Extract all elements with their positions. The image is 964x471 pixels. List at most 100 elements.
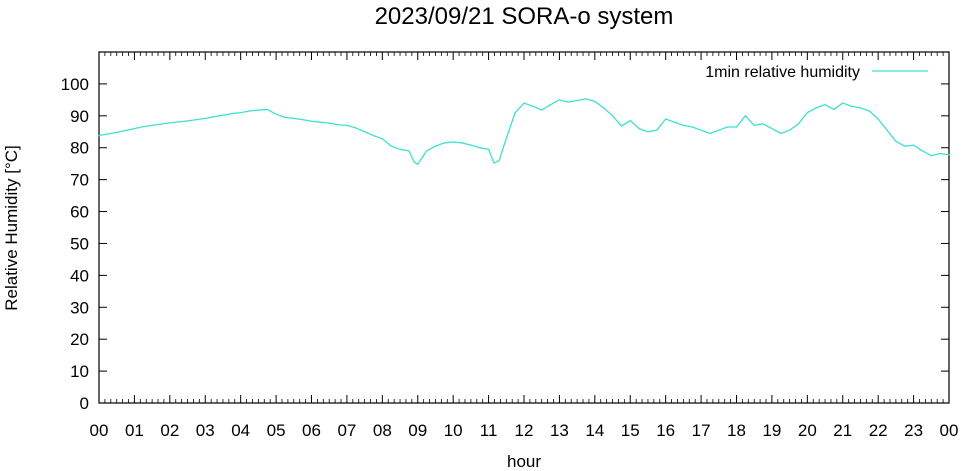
data-point <box>762 123 764 125</box>
data-point <box>310 120 313 122</box>
y-tick-label: 0 <box>80 394 89 413</box>
data-point <box>806 112 808 114</box>
data-point <box>851 105 853 107</box>
data-point <box>673 121 676 123</box>
data-point <box>470 144 472 146</box>
data-point <box>656 129 658 131</box>
data-point <box>213 116 215 118</box>
x-tick-label: 15 <box>621 421 640 440</box>
data-point <box>204 117 206 119</box>
data-point <box>576 99 578 102</box>
data-point <box>116 131 118 134</box>
data-point <box>240 112 242 114</box>
data-point <box>169 122 171 124</box>
chart-title: 2023/09/21 SORA-o system <box>375 3 674 30</box>
x-tick-label: 23 <box>904 421 923 440</box>
data-point <box>771 127 773 130</box>
x-tick-label: 06 <box>302 421 321 440</box>
y-tick-label: 100 <box>61 75 89 94</box>
x-tick-label: 21 <box>833 421 852 440</box>
legend-label: 1min relative humidity <box>705 64 860 81</box>
x-tick-label: 01 <box>125 421 144 440</box>
x-tick-label: 10 <box>444 421 463 440</box>
y-axis: 0 10 20 30 40 50 60 70 80 90 100 <box>61 75 949 413</box>
data-point <box>420 158 422 160</box>
data-point <box>514 112 516 114</box>
legend: 1min relative humidity <box>705 64 928 81</box>
data-point <box>133 127 136 130</box>
data-point <box>868 110 870 112</box>
data-point <box>364 131 366 133</box>
x-tick-label: 00 <box>940 421 959 440</box>
data-point <box>452 141 454 143</box>
data-point <box>541 109 543 111</box>
x-tick-label: 14 <box>585 421 604 440</box>
data-point <box>399 148 401 150</box>
data-point <box>142 126 144 128</box>
data-point <box>585 98 587 100</box>
data-point <box>381 138 383 140</box>
y-tick-label: 40 <box>70 266 89 285</box>
data-point <box>248 110 251 112</box>
data-point <box>797 123 800 125</box>
data-point <box>426 150 428 152</box>
data-point <box>151 124 153 126</box>
data-point <box>257 109 259 111</box>
data-point <box>319 121 321 123</box>
data-point <box>390 145 392 147</box>
data-point <box>178 121 180 123</box>
x-tick-label: 08 <box>373 421 392 440</box>
x-axis-label: hour <box>507 452 541 471</box>
data-point <box>833 108 835 111</box>
data-point <box>417 163 419 165</box>
data-point <box>735 126 738 128</box>
y-tick-label: 30 <box>70 298 89 317</box>
data-point <box>620 125 622 127</box>
y-tick-label: 10 <box>70 362 89 381</box>
x-tick-label: 13 <box>550 421 569 440</box>
data-point <box>665 118 667 120</box>
data-point <box>434 145 437 147</box>
data-point <box>372 135 375 137</box>
data-point <box>744 115 746 117</box>
data-point <box>231 112 233 115</box>
data-point <box>186 120 189 122</box>
data-point <box>567 101 569 103</box>
data-point <box>594 100 596 103</box>
data-point <box>558 99 561 101</box>
data-point <box>413 161 415 163</box>
data-point <box>859 107 862 109</box>
data-point <box>355 127 357 129</box>
y-tick-label: 50 <box>70 234 89 253</box>
data-point <box>709 132 711 134</box>
data-point <box>195 119 197 121</box>
data-point <box>160 123 162 125</box>
x-tick-label: 19 <box>762 421 781 440</box>
data-point <box>328 122 330 124</box>
data-point <box>523 102 525 104</box>
data-point <box>877 118 879 120</box>
data-point <box>727 126 729 128</box>
y-axis-label: Relative Humidity [°C] <box>2 145 21 311</box>
data-point <box>824 104 826 106</box>
x-tick-label: 12 <box>515 421 534 440</box>
data-point <box>948 154 950 156</box>
x-tick-label: 05 <box>267 421 286 440</box>
y-tick-label: 80 <box>70 139 89 158</box>
data-point <box>789 129 791 131</box>
y-tick-label: 60 <box>70 203 89 222</box>
data-point <box>611 115 614 117</box>
data-point <box>647 131 649 133</box>
data-point <box>921 150 924 152</box>
data-point <box>293 117 295 119</box>
data-point <box>718 129 720 131</box>
data-point <box>930 155 932 157</box>
data-point <box>682 124 684 126</box>
data-point <box>691 126 693 128</box>
y-tick-label: 20 <box>70 330 89 349</box>
data-point <box>753 124 755 126</box>
x-tick-label: 02 <box>160 421 179 440</box>
data-point <box>842 102 844 104</box>
